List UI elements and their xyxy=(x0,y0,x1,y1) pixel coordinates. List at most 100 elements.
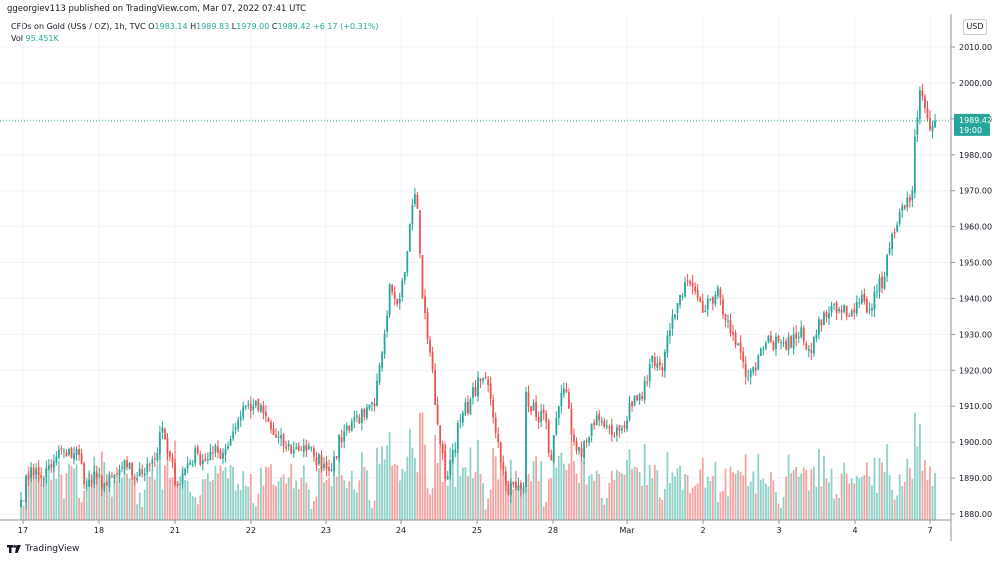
volume-bar xyxy=(908,468,911,520)
volume-bar xyxy=(477,439,479,520)
volume-bar xyxy=(757,453,760,520)
volume-bar xyxy=(267,467,270,520)
candle-body xyxy=(350,421,353,432)
candle-body xyxy=(85,485,88,487)
candle-body xyxy=(626,420,628,430)
volume-bar xyxy=(201,479,204,520)
candle-body xyxy=(270,421,272,430)
volume-bar xyxy=(386,445,389,520)
candle-body xyxy=(338,435,341,458)
volume-bar xyxy=(464,467,467,520)
candle-body xyxy=(146,463,149,472)
candle-body xyxy=(562,388,565,394)
candle-body xyxy=(234,427,237,430)
volume-bar xyxy=(22,505,25,520)
candle-body xyxy=(227,446,229,449)
candle-body xyxy=(179,483,181,486)
candle-body xyxy=(424,296,426,314)
volume-bar xyxy=(454,487,457,520)
candle-body xyxy=(742,351,745,363)
candle-body xyxy=(186,463,189,469)
candle-body xyxy=(90,480,93,483)
volume-bar xyxy=(787,454,790,520)
volume-bar xyxy=(461,467,464,520)
candle-body xyxy=(674,314,676,318)
volume-bar xyxy=(848,483,851,520)
volume-bar xyxy=(772,480,775,520)
volume-bar xyxy=(484,509,487,520)
volume-bar xyxy=(280,477,282,520)
candle-body xyxy=(330,469,333,471)
volume-bar xyxy=(141,506,144,520)
candle-body xyxy=(265,412,267,417)
candle-body xyxy=(388,284,391,315)
volume-bar xyxy=(340,475,343,520)
volume-bar xyxy=(393,463,396,520)
volume-bar xyxy=(302,465,305,520)
candles xyxy=(20,83,936,510)
candle-body xyxy=(522,488,525,491)
volume-bar xyxy=(30,471,32,520)
high-value: 1989.83 xyxy=(196,22,230,31)
candle-body xyxy=(896,224,899,232)
candle-body xyxy=(717,287,719,296)
candle-body xyxy=(600,420,603,423)
tradingview-logo[interactable]: TradingView xyxy=(7,544,79,554)
volume-bar xyxy=(93,456,96,520)
volume-bar xyxy=(767,486,770,520)
volume-bar xyxy=(679,465,681,520)
candle-body xyxy=(252,406,255,410)
candle-body xyxy=(641,396,644,400)
volume-legend[interactable]: Vol 95.451K xyxy=(11,34,59,43)
candle-body xyxy=(421,255,424,299)
candle-body xyxy=(929,117,931,130)
currency-button[interactable]: USD xyxy=(963,19,987,35)
volume-bar xyxy=(598,474,601,520)
volume-bar xyxy=(318,468,320,520)
candle-body xyxy=(244,405,247,408)
candle-body xyxy=(714,294,717,305)
volume-bar xyxy=(626,459,628,520)
volume-bar xyxy=(878,457,881,520)
volume-bar xyxy=(355,492,358,520)
candle-body xyxy=(542,409,545,414)
volume-bar xyxy=(515,470,517,520)
volume-bar xyxy=(734,473,737,520)
candle-body xyxy=(530,406,532,412)
volume-bar xyxy=(694,485,697,520)
symbol-legend[interactable]: CFDs on Gold (US$ / OZ), 1h, TVC O1983.1… xyxy=(11,22,379,31)
volume-bar xyxy=(270,464,272,520)
candle-body xyxy=(57,449,60,458)
candle-body xyxy=(45,468,48,478)
volume-bar xyxy=(646,485,649,520)
volume-bar xyxy=(520,482,522,520)
candle-body xyxy=(711,297,714,304)
candle-body xyxy=(656,363,659,368)
candle-body xyxy=(22,500,25,502)
time-tick-label: 17 xyxy=(18,526,28,535)
candle-body xyxy=(47,465,50,470)
candle-body xyxy=(525,391,527,488)
candle-body xyxy=(196,446,199,453)
time-axis[interactable]: 17 18 21 22 23 24 25 28 Mar 2 3 4 7 xyxy=(18,520,933,535)
candle-body xyxy=(555,417,558,435)
volume-bar xyxy=(343,480,346,520)
candle-body xyxy=(616,427,618,436)
candle-body xyxy=(618,425,621,431)
volume-bar xyxy=(658,497,661,520)
price-tick-label: 1930.00 xyxy=(959,330,992,339)
volume-bar xyxy=(229,465,232,520)
volume-bar xyxy=(40,484,43,520)
volume-bar xyxy=(70,466,73,520)
candle-body xyxy=(414,194,416,205)
candle-body xyxy=(156,452,159,461)
volume-bar xyxy=(547,479,550,520)
candle-body xyxy=(141,469,144,474)
candle-body xyxy=(50,464,53,468)
volume-bar xyxy=(704,487,707,520)
candle-body xyxy=(436,404,439,425)
candle-body xyxy=(722,299,724,315)
candle-body xyxy=(805,343,808,350)
volume-bar xyxy=(434,434,436,520)
